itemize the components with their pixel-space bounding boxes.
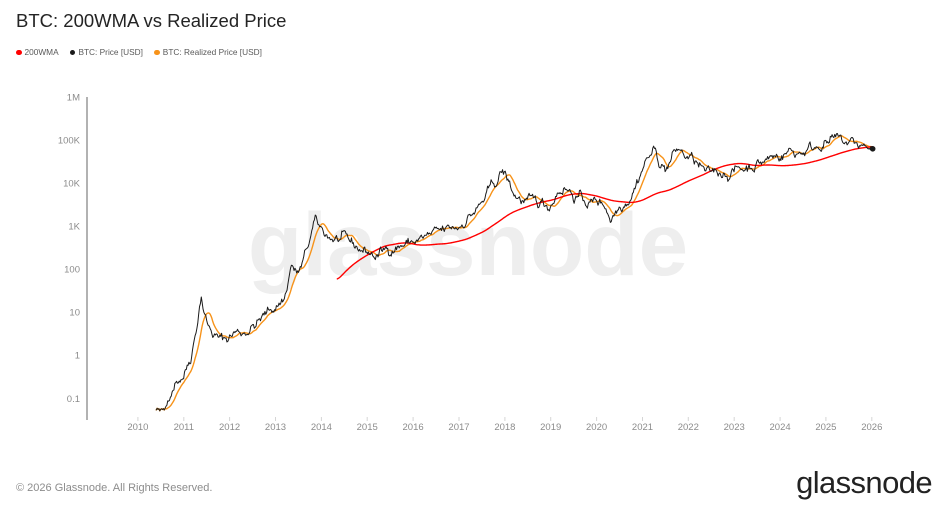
svg-text:2011: 2011 bbox=[174, 422, 194, 433]
svg-text:2016: 2016 bbox=[403, 422, 424, 433]
svg-text:2024: 2024 bbox=[770, 422, 791, 433]
svg-text:100: 100 bbox=[64, 265, 80, 276]
svg-text:10K: 10K bbox=[63, 179, 81, 190]
svg-text:100K: 100K bbox=[58, 136, 81, 147]
svg-text:10: 10 bbox=[69, 308, 80, 319]
svg-text:2018: 2018 bbox=[494, 422, 515, 433]
svg-text:2012: 2012 bbox=[219, 422, 240, 433]
svg-text:1K: 1K bbox=[68, 222, 80, 233]
svg-text:2014: 2014 bbox=[311, 422, 332, 433]
svg-text:2025: 2025 bbox=[815, 422, 836, 433]
svg-text:0.1: 0.1 bbox=[67, 394, 80, 405]
svg-text:2023: 2023 bbox=[724, 422, 745, 433]
svg-text:2017: 2017 bbox=[448, 422, 469, 433]
svg-text:2015: 2015 bbox=[357, 422, 378, 433]
svg-text:2013: 2013 bbox=[265, 422, 286, 433]
svg-text:1: 1 bbox=[75, 351, 80, 362]
svg-text:2021: 2021 bbox=[632, 422, 653, 433]
svg-text:2026: 2026 bbox=[861, 422, 882, 433]
svg-text:2010: 2010 bbox=[127, 422, 148, 433]
svg-text:2020: 2020 bbox=[586, 422, 607, 433]
svg-text:2019: 2019 bbox=[540, 422, 561, 433]
svg-text:2022: 2022 bbox=[678, 422, 699, 433]
svg-text:1M: 1M bbox=[67, 93, 80, 104]
